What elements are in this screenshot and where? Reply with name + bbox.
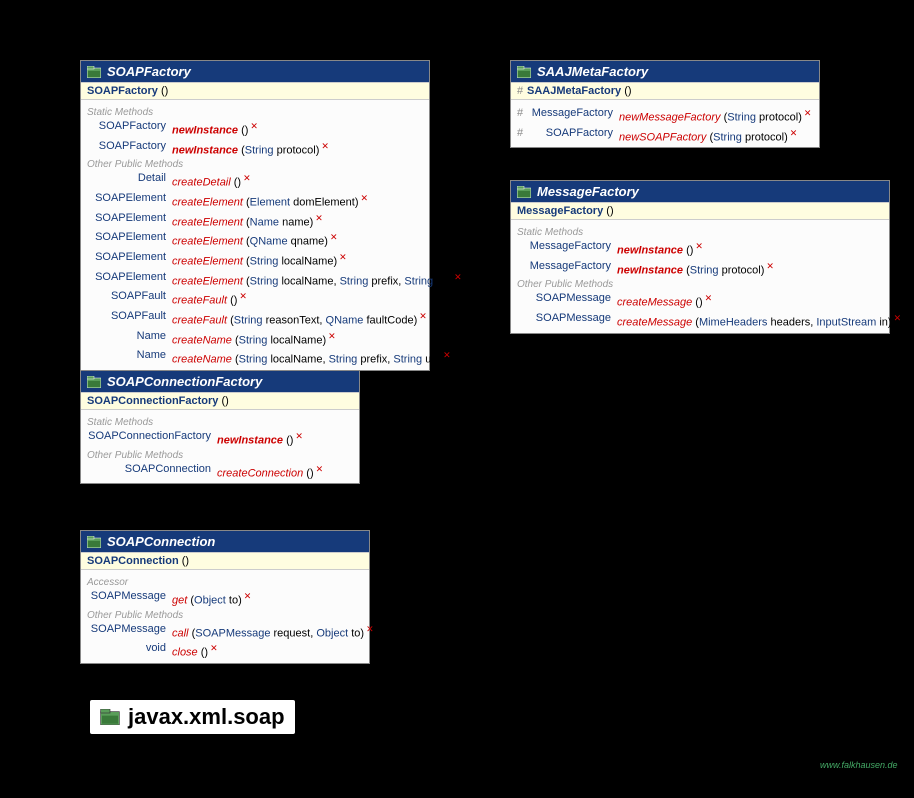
- section-label: Other Public Methods: [81, 449, 359, 462]
- class-box-soapFactory: SOAPFactorySOAPFactory ()Static MethodsS…: [80, 60, 430, 371]
- package-name: javax.xml.soap: [128, 704, 285, 730]
- class-icon: [87, 376, 101, 388]
- class-header: SAAJMetaFactory: [511, 61, 819, 82]
- section-label: Static Methods: [81, 106, 429, 119]
- package-icon: [100, 709, 120, 725]
- constructor-row: MessageFactory (): [511, 202, 889, 220]
- constructor-row: SOAPConnection (): [81, 552, 369, 570]
- section-label: Other Public Methods: [511, 278, 889, 291]
- constructor-row: #SAAJMetaFactory (): [511, 82, 819, 100]
- method-row: SOAPMessageget (Object to)✕: [81, 589, 369, 609]
- method-row: SOAPElementcreateElement (String localNa…: [81, 270, 429, 290]
- class-box-soapConn: SOAPConnectionSOAPConnection ()AccessorS…: [80, 530, 370, 664]
- method-row: MessageFactorynewInstance (String protoc…: [511, 259, 889, 279]
- section-label: Accessor: [81, 576, 369, 589]
- method-row: SOAPMessagecall (SOAPMessage request, Ob…: [81, 622, 369, 642]
- class-icon: [87, 66, 101, 78]
- class-icon: [87, 536, 101, 548]
- method-row: MessageFactorynewInstance ()✕: [511, 239, 889, 259]
- method-row: SOAPMessagecreateMessage ()✕: [511, 291, 889, 311]
- class-header: SOAPFactory: [81, 61, 429, 82]
- class-header: SOAPConnectionFactory: [81, 371, 359, 392]
- method-row: SOAPElementcreateElement (QName qname)✕: [81, 230, 429, 250]
- method-row: voidclose ()✕: [81, 641, 369, 661]
- method-row: SOAPFactorynewInstance (String protocol)…: [81, 139, 429, 159]
- class-icon: [517, 186, 531, 198]
- method-row: SOAPMessagecreateMessage (MimeHeaders he…: [511, 311, 889, 331]
- method-row: SOAPElementcreateElement (Name name)✕: [81, 211, 429, 231]
- class-title: SOAPFactory: [107, 64, 191, 79]
- class-box-messageFactory: MessageFactory MessageFactory () Static Me…: [510, 180, 890, 334]
- method-row: SOAPElementcreateElement (String localNa…: [81, 250, 429, 270]
- method-row: #SOAPFactorynewSOAPFactory (String proto…: [511, 126, 819, 146]
- class-icon: [517, 66, 531, 78]
- class-header: SOAPConnection: [81, 531, 369, 552]
- class-title: MessageFactory: [537, 184, 639, 199]
- method-row: NamecreateName (String localName, String…: [81, 348, 429, 368]
- class-header: MessageFactory: [511, 181, 889, 202]
- constructor-row: SOAPFactory (): [81, 82, 429, 100]
- class-box-saajMeta: SAAJMetaFactory #SAAJMetaFactory () #Messa…: [510, 60, 820, 148]
- method-row: SOAPConnectioncreateConnection ()✕: [81, 462, 359, 482]
- section-label: Static Methods: [511, 226, 889, 239]
- method-row: SOAPConnectionFactorynewInstance ()✕: [81, 429, 359, 449]
- method-row: DetailcreateDetail ()✕: [81, 171, 429, 191]
- section-label: Other Public Methods: [81, 609, 369, 622]
- constructor-row: SOAPConnectionFactory (): [81, 392, 359, 410]
- section-label: Static Methods: [81, 416, 359, 429]
- method-row: SOAPFaultcreateFault ()✕: [81, 289, 429, 309]
- package-footer: javax.xml.soap: [90, 700, 295, 734]
- section-label: Other Public Methods: [81, 158, 429, 171]
- method-row: SOAPElementcreateElement (Element domEle…: [81, 191, 429, 211]
- class-title: SAAJMetaFactory: [537, 64, 648, 79]
- source-url: www.falkhausen.de: [820, 760, 898, 770]
- method-row: SOAPFactorynewInstance ()✕: [81, 119, 429, 139]
- class-title: SOAPConnection: [107, 534, 215, 549]
- method-row: #MessageFactorynewMessageFactory (String…: [511, 106, 819, 126]
- method-row: NamecreateName (String localName)✕: [81, 329, 429, 349]
- class-box-soapConnFactory: SOAPConnectionFactory SOAPConnectionFacto…: [80, 370, 360, 484]
- class-title: SOAPConnectionFactory: [107, 374, 262, 389]
- method-row: SOAPFaultcreateFault (String reasonText,…: [81, 309, 429, 329]
